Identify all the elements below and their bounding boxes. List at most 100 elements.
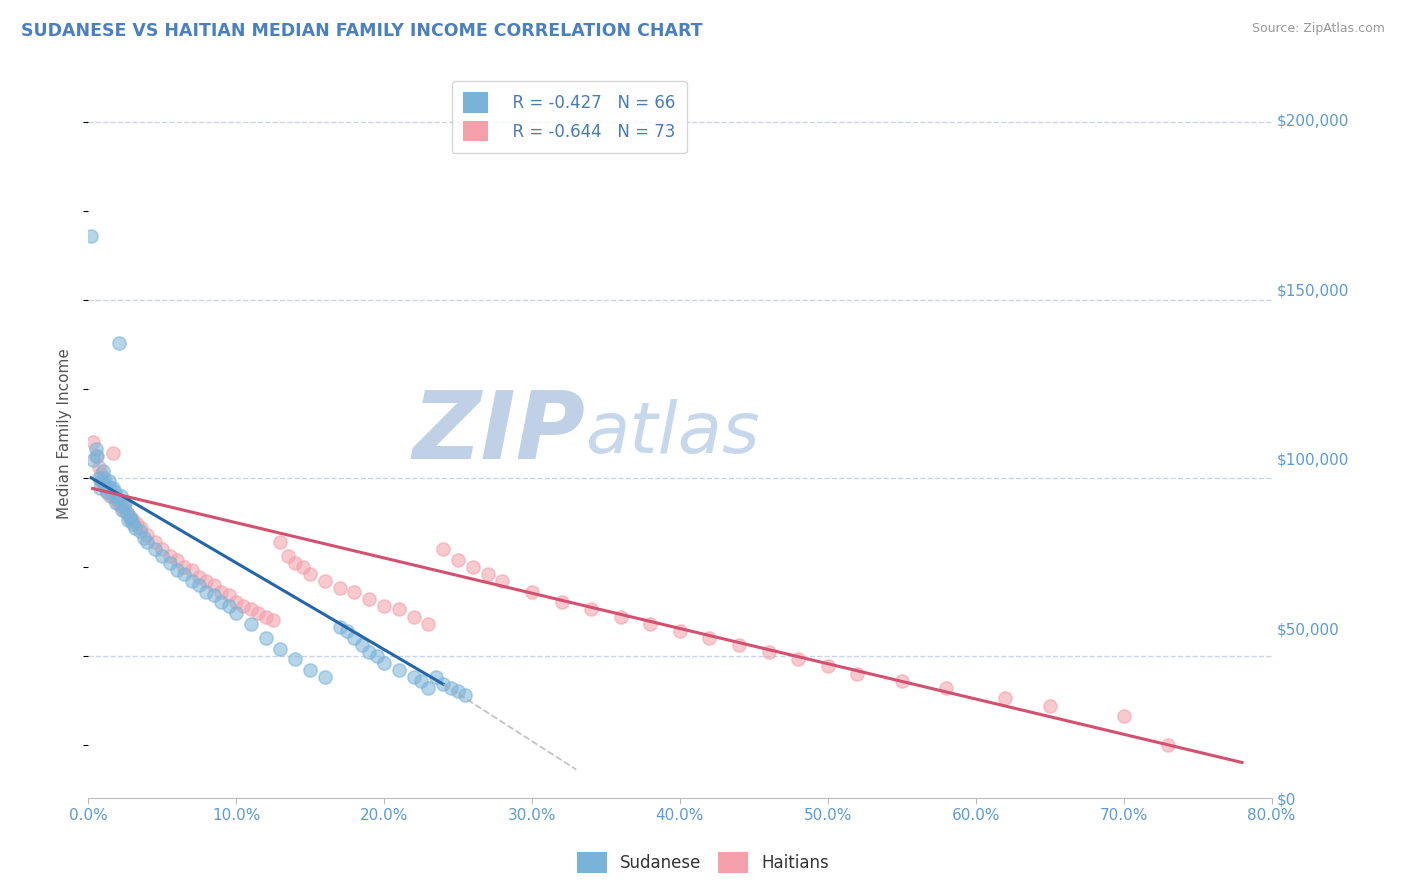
Point [284, 556, 307, 570]
Point [110, 500, 132, 514]
Point [110, 489, 132, 503]
Point [82, 453, 104, 467]
Point [846, 666, 869, 681]
Point [491, 574, 513, 588]
Point [817, 659, 839, 673]
Point [94, 478, 117, 492]
Point [218, 599, 240, 613]
Point [402, 670, 425, 684]
Point [432, 541, 454, 556]
Point [418, 681, 440, 695]
Point [520, 584, 543, 599]
Point [105, 492, 128, 507]
Point [115, 507, 138, 521]
Point [180, 563, 202, 577]
Point [269, 641, 291, 656]
Point [202, 577, 225, 591]
Point [84, 450, 107, 464]
Point [432, 677, 454, 691]
Point [90, 467, 112, 482]
Point [180, 574, 202, 588]
Point [254, 631, 277, 645]
Point [118, 510, 141, 524]
Point [447, 684, 470, 698]
Point [94, 482, 117, 496]
Point [107, 492, 129, 507]
Point [114, 496, 136, 510]
Legend: Sudanese, Haitians: Sudanese, Haitians [569, 846, 837, 880]
Point [890, 673, 912, 688]
Point [101, 489, 124, 503]
Point [447, 552, 470, 566]
Point [136, 527, 159, 541]
Point [120, 513, 142, 527]
Point [329, 581, 352, 595]
Point [143, 534, 166, 549]
Point [131, 520, 153, 534]
Point [188, 577, 211, 591]
Point [121, 513, 143, 527]
Point [669, 624, 692, 638]
Point [98, 482, 121, 496]
Point [91, 464, 114, 478]
Point [112, 500, 135, 514]
Point [350, 638, 373, 652]
Point [107, 496, 129, 510]
Point [218, 588, 240, 602]
Point [202, 588, 225, 602]
Point [173, 566, 195, 581]
Point [87, 460, 110, 475]
Point [388, 602, 411, 616]
Point [314, 574, 336, 588]
Point [80, 228, 103, 243]
Point [105, 496, 128, 510]
Point [98, 489, 121, 503]
Point [373, 599, 395, 613]
Point [134, 531, 156, 545]
Point [93, 478, 115, 492]
Point [299, 566, 322, 581]
Point [787, 652, 810, 666]
Point [150, 541, 173, 556]
Point [728, 638, 751, 652]
Point [579, 602, 602, 616]
Point [104, 485, 127, 500]
Point [93, 471, 115, 485]
Point [232, 599, 254, 613]
Point [166, 552, 188, 566]
Point [225, 595, 247, 609]
Point [195, 584, 218, 599]
Point [97, 475, 120, 489]
Point [111, 503, 134, 517]
Point [343, 631, 366, 645]
Point [366, 648, 388, 663]
Point [454, 688, 477, 702]
Point [124, 520, 146, 534]
Point [477, 566, 499, 581]
Point [336, 624, 359, 638]
Point [254, 609, 277, 624]
Point [84, 442, 107, 457]
Point [166, 563, 188, 577]
Point [402, 609, 425, 624]
Point [150, 549, 173, 563]
Point [299, 663, 322, 677]
Text: SUDANESE VS HAITIAN MEDIAN FAMILY INCOME CORRELATION CHART: SUDANESE VS HAITIAN MEDIAN FAMILY INCOME… [21, 22, 703, 40]
Point [239, 602, 262, 616]
Point [118, 510, 141, 524]
Point [239, 616, 262, 631]
Point [461, 559, 484, 574]
Point [269, 534, 291, 549]
Point [103, 482, 125, 496]
Point [115, 507, 138, 521]
Point [418, 616, 440, 631]
Point [117, 513, 139, 527]
Point [314, 670, 336, 684]
Point [439, 681, 461, 695]
Point [159, 556, 181, 570]
Point [409, 673, 432, 688]
Point [1112, 709, 1135, 723]
Point [277, 549, 299, 563]
Point [125, 516, 148, 531]
Point [1039, 698, 1062, 713]
